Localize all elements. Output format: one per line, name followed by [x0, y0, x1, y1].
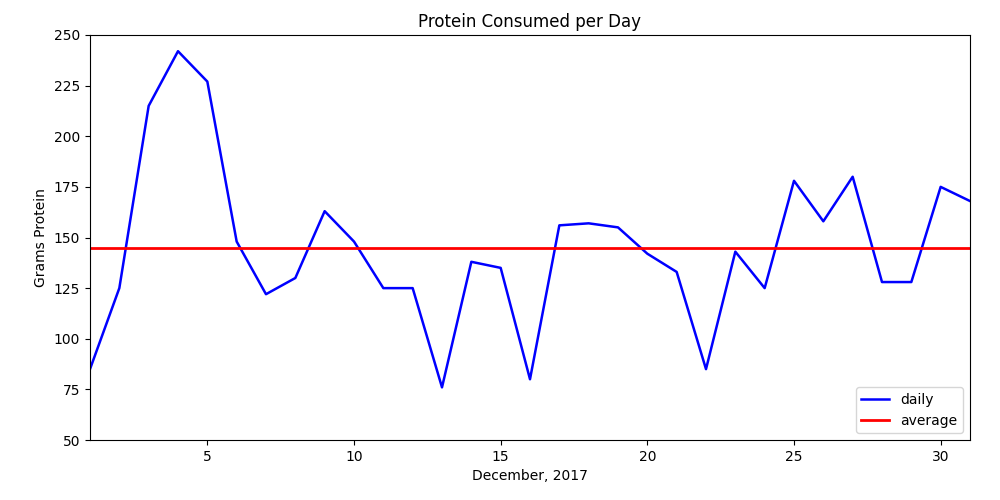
daily [964, 198, 976, 204]
daily [348, 238, 360, 244]
daily [553, 222, 565, 228]
average [84, 244, 96, 250]
daily [671, 269, 683, 275]
Y-axis label: Grams Protein: Grams Protein [34, 188, 48, 287]
daily [935, 184, 947, 190]
daily [729, 248, 741, 254]
daily [700, 366, 712, 372]
daily [407, 285, 419, 291]
daily [495, 265, 507, 271]
daily [172, 48, 184, 54]
daily [759, 285, 771, 291]
daily [641, 250, 653, 256]
Title: Protein Consumed per Day: Protein Consumed per Day [418, 12, 642, 30]
daily [201, 78, 213, 84]
daily [465, 259, 477, 265]
daily [231, 238, 243, 244]
Legend: daily, average: daily, average [856, 387, 963, 433]
daily [113, 285, 125, 291]
daily [788, 178, 800, 184]
daily [436, 384, 448, 390]
daily [260, 291, 272, 297]
daily [289, 275, 301, 281]
daily [876, 279, 888, 285]
daily [377, 285, 389, 291]
daily [319, 208, 331, 214]
daily [583, 220, 595, 226]
Line: daily: daily [90, 51, 970, 388]
daily [612, 224, 624, 230]
daily [524, 376, 536, 382]
daily [847, 174, 859, 180]
X-axis label: December, 2017: December, 2017 [472, 470, 588, 484]
daily [143, 103, 155, 109]
daily [817, 218, 829, 224]
daily [84, 366, 96, 372]
average [55, 244, 67, 250]
daily [905, 279, 917, 285]
